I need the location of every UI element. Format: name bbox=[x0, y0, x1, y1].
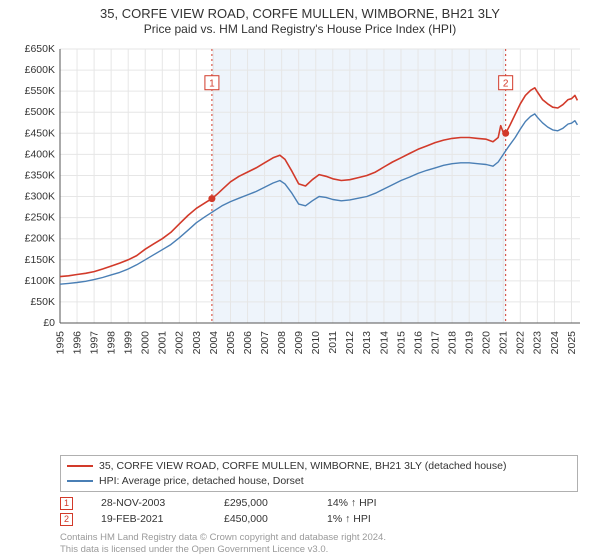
transaction-delta: 1% ↑ HPI bbox=[327, 512, 371, 528]
svg-text:2021: 2021 bbox=[498, 331, 510, 355]
svg-text:2025: 2025 bbox=[566, 331, 578, 355]
legend-label: HPI: Average price, detached house, Dors… bbox=[99, 474, 304, 488]
svg-text:2023: 2023 bbox=[532, 331, 544, 355]
transaction-row: 2 19-FEB-2021 £450,000 1% ↑ HPI bbox=[60, 512, 578, 528]
svg-text:£0: £0 bbox=[43, 317, 55, 329]
svg-text:2017: 2017 bbox=[429, 331, 441, 355]
svg-text:2020: 2020 bbox=[481, 331, 493, 355]
transaction-price: £450,000 bbox=[224, 512, 299, 528]
svg-text:£550K: £550K bbox=[25, 85, 55, 97]
svg-text:2003: 2003 bbox=[191, 331, 203, 355]
svg-text:2002: 2002 bbox=[174, 331, 186, 355]
attribution-footer: Contains HM Land Registry data © Crown c… bbox=[60, 532, 578, 556]
svg-text:£50K: £50K bbox=[30, 296, 55, 308]
svg-text:2010: 2010 bbox=[310, 331, 322, 355]
svg-text:2000: 2000 bbox=[140, 331, 152, 355]
transactions-table: 1 28-NOV-2003 £295,000 14% ↑ HPI 2 19-FEB-202… bbox=[60, 496, 578, 528]
chart-plot-area: £0 £50K £100K £150K £200K £250K £300K £350K £400… bbox=[12, 41, 588, 453]
svg-text:2007: 2007 bbox=[259, 331, 271, 355]
svg-text:2008: 2008 bbox=[276, 331, 288, 355]
legend-row: HPI: Average price, detached house, Dors… bbox=[67, 474, 571, 488]
transaction-date: 28-NOV-2003 bbox=[101, 496, 196, 512]
svg-text:1997: 1997 bbox=[88, 331, 100, 355]
legend-box: 35, CORFE VIEW ROAD, CORFE MULLEN, WIMBO… bbox=[60, 455, 578, 491]
svg-text:£400K: £400K bbox=[25, 149, 55, 161]
svg-text:2006: 2006 bbox=[242, 331, 254, 355]
svg-text:2: 2 bbox=[503, 79, 509, 90]
transaction-delta: 14% ↑ HPI bbox=[327, 496, 377, 512]
svg-text:£500K: £500K bbox=[25, 106, 55, 118]
svg-text:2012: 2012 bbox=[344, 331, 356, 355]
svg-text:£650K: £650K bbox=[25, 43, 55, 55]
svg-text:2009: 2009 bbox=[293, 331, 305, 355]
legend-swatch bbox=[67, 465, 93, 467]
transaction-date: 19-FEB-2021 bbox=[101, 512, 196, 528]
svg-text:2018: 2018 bbox=[446, 331, 458, 355]
legend-label: 35, CORFE VIEW ROAD, CORFE MULLEN, WIMBO… bbox=[99, 459, 507, 473]
chart-title-block: 35, CORFE VIEW ROAD, CORFE MULLEN, WIMBO… bbox=[12, 6, 588, 37]
transaction-marker: 1 bbox=[60, 497, 73, 510]
legend-swatch bbox=[67, 480, 93, 482]
legend-row: 35, CORFE VIEW ROAD, CORFE MULLEN, WIMBO… bbox=[67, 459, 571, 473]
svg-text:2022: 2022 bbox=[515, 331, 527, 355]
svg-text:2016: 2016 bbox=[412, 331, 424, 355]
svg-text:2013: 2013 bbox=[361, 331, 373, 355]
svg-text:2014: 2014 bbox=[378, 331, 390, 355]
transaction-marker: 2 bbox=[60, 513, 73, 526]
svg-text:£450K: £450K bbox=[25, 128, 55, 140]
svg-text:£600K: £600K bbox=[25, 64, 55, 76]
svg-text:2019: 2019 bbox=[464, 331, 476, 355]
svg-text:£300K: £300K bbox=[25, 191, 55, 203]
svg-text:£100K: £100K bbox=[25, 275, 55, 287]
svg-text:1995: 1995 bbox=[54, 331, 66, 355]
chart-svg: £0 £50K £100K £150K £200K £250K £300K £350K £400… bbox=[12, 41, 588, 371]
svg-text:1996: 1996 bbox=[71, 331, 83, 355]
transaction-price: £295,000 bbox=[224, 496, 299, 512]
svg-text:1998: 1998 bbox=[106, 331, 118, 355]
chart-title-line2: Price paid vs. HM Land Registry's House … bbox=[12, 22, 588, 37]
chart-title-line1: 35, CORFE VIEW ROAD, CORFE MULLEN, WIMBO… bbox=[12, 6, 588, 22]
svg-text:£350K: £350K bbox=[25, 170, 55, 182]
svg-text:1: 1 bbox=[209, 79, 215, 90]
svg-text:2004: 2004 bbox=[208, 331, 220, 355]
svg-text:£150K: £150K bbox=[25, 254, 55, 266]
svg-text:2005: 2005 bbox=[225, 331, 237, 355]
svg-text:2001: 2001 bbox=[157, 331, 169, 355]
svg-text:£250K: £250K bbox=[25, 212, 55, 224]
svg-text:2024: 2024 bbox=[549, 331, 561, 355]
transaction-row: 1 28-NOV-2003 £295,000 14% ↑ HPI bbox=[60, 496, 578, 512]
svg-text:2015: 2015 bbox=[395, 331, 407, 355]
footer-line2: This data is licensed under the Open Gov… bbox=[60, 544, 578, 556]
svg-text:2011: 2011 bbox=[327, 331, 339, 354]
footer-line1: Contains HM Land Registry data © Crown c… bbox=[60, 532, 578, 544]
svg-text:1999: 1999 bbox=[123, 331, 135, 355]
svg-text:£200K: £200K bbox=[25, 233, 55, 245]
